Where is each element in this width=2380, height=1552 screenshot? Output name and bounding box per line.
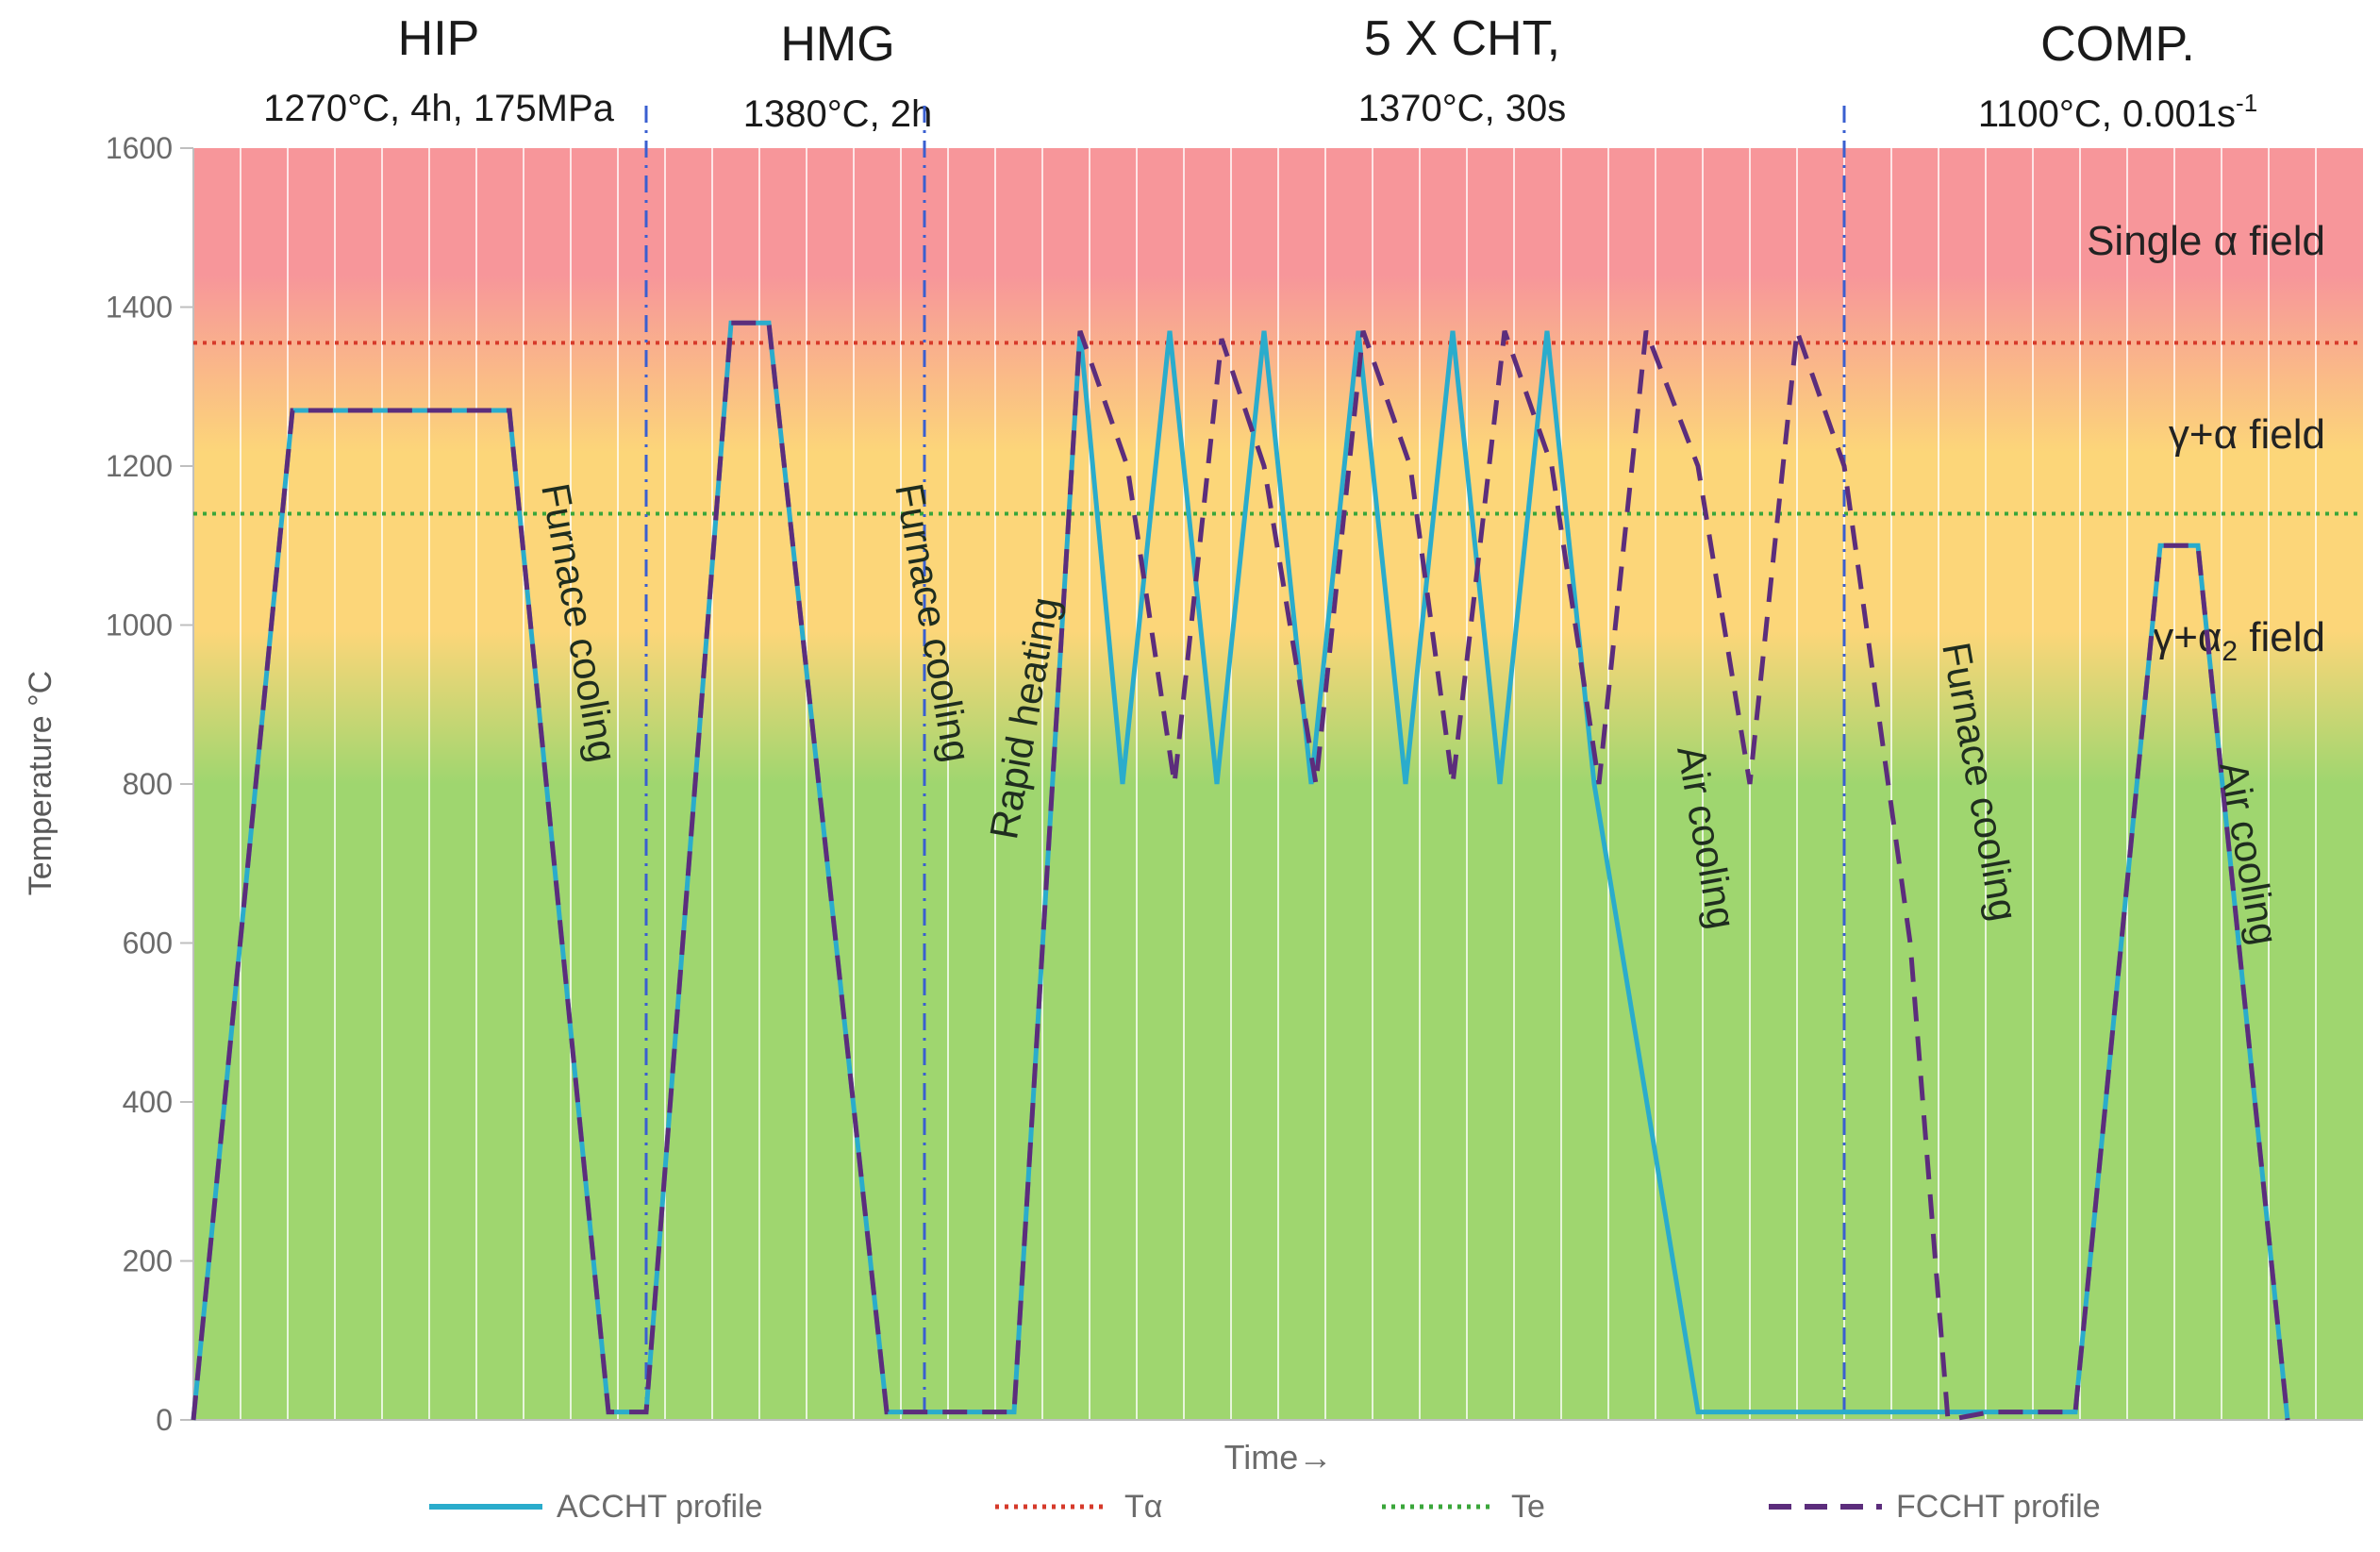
field-label-gamma-alpha: γ+α field bbox=[2169, 411, 2325, 458]
x-axis-label: Time→ bbox=[1224, 1438, 1333, 1477]
y-tick-label: 400 bbox=[123, 1085, 173, 1119]
stage-subtitle-comp: 1100°C, 0.001s-1 bbox=[1978, 89, 2257, 135]
y-tick-label: 600 bbox=[123, 926, 173, 960]
field-label-gamma-alpha2: γ+α2 field bbox=[2153, 614, 2325, 667]
gridlines bbox=[192, 148, 2363, 1421]
stage-subtitle-hmg: 1380°C, 2h bbox=[743, 93, 933, 135]
comp-subtitle-main: 1100°C, 0.001s bbox=[1978, 93, 2236, 135]
field-label-single-alpha: Single α field bbox=[2087, 218, 2325, 264]
field-gamma-alpha2-base: γ+α bbox=[2153, 614, 2222, 660]
stage-subtitle-cht: 1370°C, 30s bbox=[1358, 88, 1567, 129]
legend-label-accht: ACCHT profile bbox=[557, 1489, 763, 1525]
comp-subtitle-sup: -1 bbox=[2236, 89, 2257, 117]
legend-label-fccht: FCCHT profile bbox=[1896, 1489, 2101, 1525]
y-tick-label: 1600 bbox=[106, 131, 173, 165]
y-axis-label: Temperature °C bbox=[23, 671, 58, 895]
stage-subtitle-hip: 1270°C, 4h, 175MPa bbox=[263, 88, 615, 129]
y-tick-label: 1200 bbox=[106, 449, 173, 483]
y-tick-label: 1400 bbox=[106, 291, 173, 325]
y-tick-label: 1000 bbox=[106, 609, 173, 642]
y-tick-label: 800 bbox=[123, 767, 173, 801]
stage-dividers bbox=[644, 106, 1846, 1420]
stage-title-hip: HIP bbox=[398, 11, 480, 66]
stage-title-cht: 5 X CHT, bbox=[1364, 11, 1560, 66]
legend-label-te: Te bbox=[1511, 1489, 1545, 1525]
y-axis-ticks: 0 200 400 600 800 1000 1200 1400 1600 bbox=[106, 131, 193, 1437]
legend: ACCHT profile Tα Te FCCHT profile bbox=[429, 1489, 2101, 1525]
y-tick-label: 0 bbox=[156, 1403, 173, 1437]
stage-title-hmg: HMG bbox=[780, 17, 894, 72]
y-tick-label: 200 bbox=[123, 1244, 173, 1278]
series-line-fccht bbox=[191, 320, 2290, 1423]
field-gamma-alpha2-sub: 2 bbox=[2222, 636, 2238, 667]
profile-series bbox=[191, 320, 2290, 1423]
field-gamma-alpha2-tail: field bbox=[2238, 614, 2325, 660]
stage-title-comp: COMP. bbox=[2040, 17, 2195, 72]
legend-label-talpha: Tα bbox=[1124, 1489, 1162, 1525]
threshold-lines bbox=[193, 341, 2363, 516]
